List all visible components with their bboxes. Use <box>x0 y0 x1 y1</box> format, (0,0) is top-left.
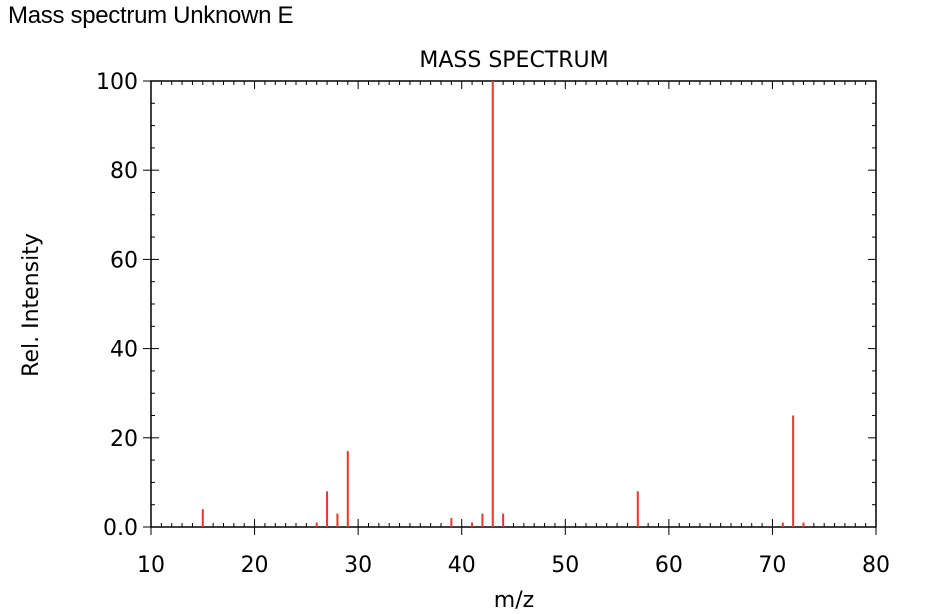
y-tick-label: 80 <box>110 159 138 184</box>
x-axis-label: m/z <box>494 588 534 613</box>
x-tick-label: 30 <box>344 553 372 578</box>
x-tick-label: 10 <box>137 553 165 578</box>
x-tick-label: 70 <box>758 553 786 578</box>
y-tick-label: 60 <box>110 248 138 273</box>
x-tick-label: 60 <box>655 553 683 578</box>
plot-frame <box>150 80 877 528</box>
chart-title: MASS SPECTRUM <box>419 48 608 73</box>
y-minor-ticks <box>151 80 876 528</box>
y-tick-label: 0.0 <box>103 516 138 541</box>
y-tick-label: 100 <box>96 70 138 95</box>
x-tick-label: 50 <box>551 553 579 578</box>
x-tick-label: 20 <box>241 553 269 578</box>
page-heading: Mass spectrum Unknown E <box>8 2 294 29</box>
y-tick-label: 40 <box>110 338 138 363</box>
x-minor-ticks <box>150 81 877 527</box>
x-tick-label: 40 <box>448 553 476 578</box>
x-tick-label: 80 <box>862 553 890 578</box>
y-axis-label: Rel. Intensity <box>19 233 44 377</box>
y-tick-label: 20 <box>110 427 138 452</box>
